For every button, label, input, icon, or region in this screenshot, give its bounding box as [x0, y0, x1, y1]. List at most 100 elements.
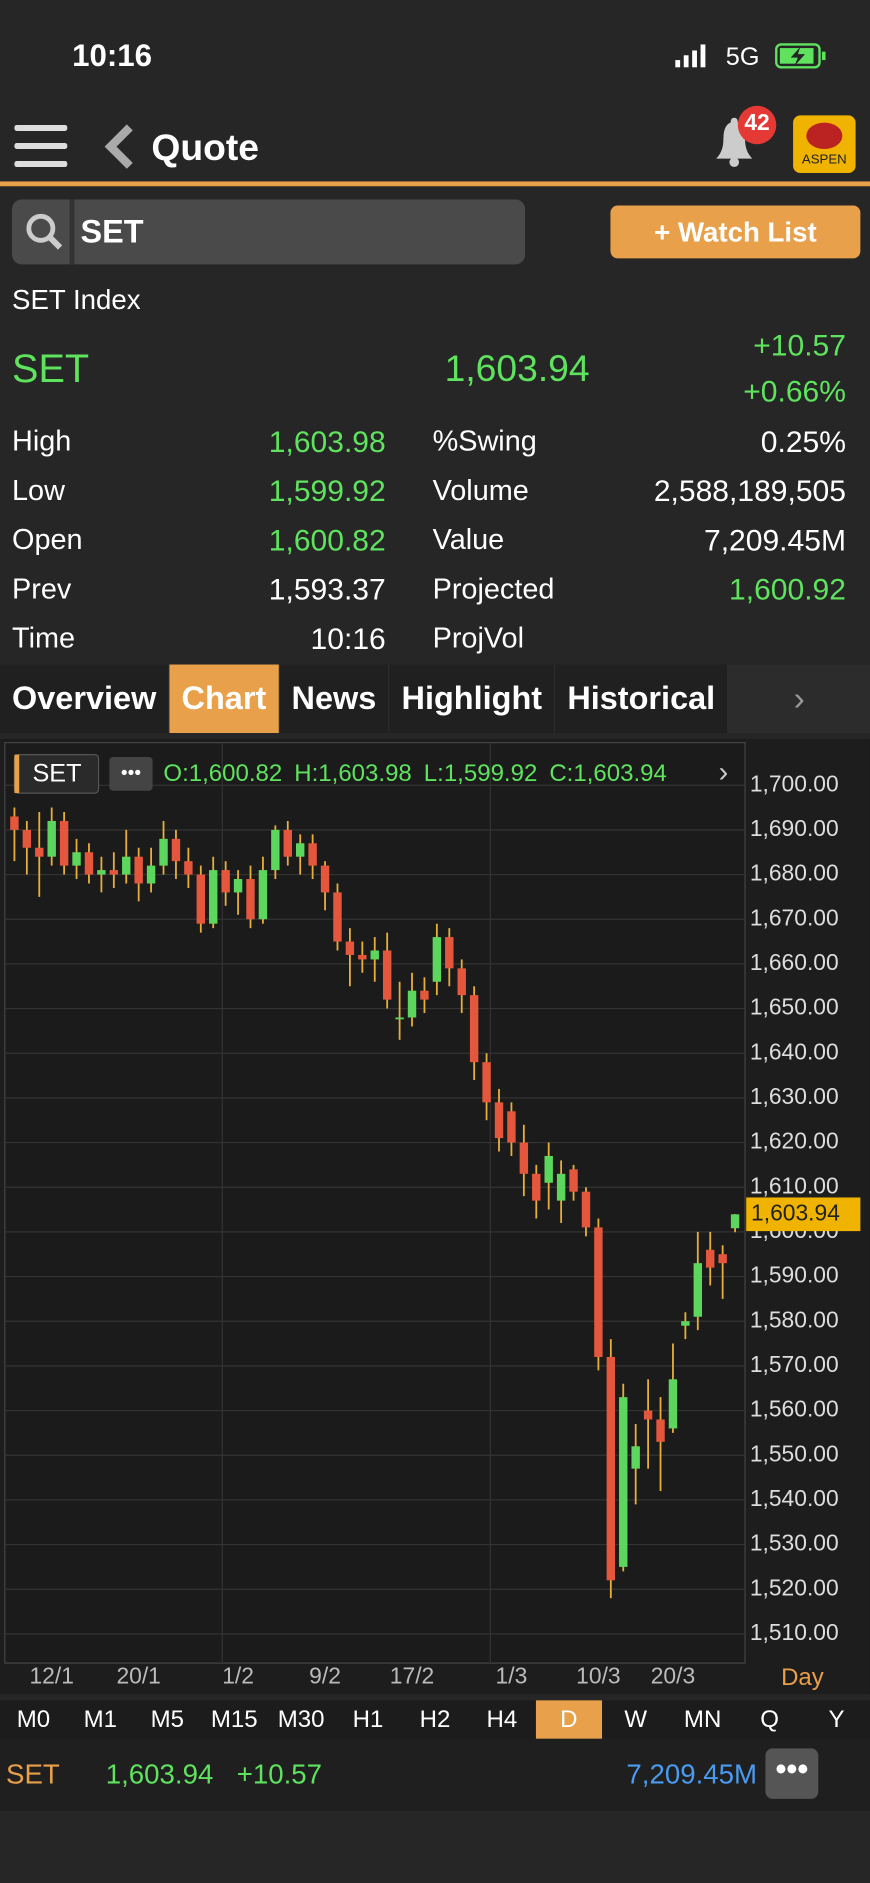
y-tick-label: 1,550.00 [750, 1440, 839, 1466]
bell[interactable] [707, 103, 791, 170]
nav-icons[interactable] [12, 120, 156, 173]
footer-symbol: SET [6, 1758, 60, 1790]
timeframe[interactable]: M15 [210, 1706, 258, 1733]
field-label: Open [12, 523, 83, 557]
tab[interactable]: Highlight [389, 664, 555, 734]
chart-symbol: SET [32, 760, 81, 788]
candle-body [445, 937, 454, 969]
candle-body [358, 954, 367, 960]
candle-body [134, 856, 143, 884]
clock: 10:16 [72, 37, 153, 74]
last-price-tag [746, 1197, 861, 1232]
candle-body [196, 874, 206, 924]
candle-body [221, 870, 230, 893]
candle-body [233, 879, 243, 893]
candle-body [507, 1111, 516, 1143]
timeframe[interactable]: H4 [486, 1706, 518, 1733]
y-tick-label: 1,700.00 [750, 770, 839, 796]
candle-body [681, 1321, 690, 1326]
logo[interactable]: ASPEN [793, 115, 856, 174]
candle-body [594, 1227, 603, 1357]
field-value: 1,599.92 [268, 474, 386, 509]
candle-body [10, 816, 19, 830]
candle-body [482, 1062, 491, 1103]
plot [4, 784, 746, 1635]
candle-body [706, 1249, 715, 1268]
more-button[interactable]: ••• [765, 1748, 819, 1799]
tab-arrow[interactable]: › [728, 664, 870, 734]
candle-body [556, 1173, 566, 1201]
tab[interactable]: Overview [0, 664, 169, 734]
search-box[interactable]: SET [12, 199, 526, 265]
candle-body [209, 870, 218, 924]
field-value: 7,209.45M [704, 523, 846, 558]
y-tick-label: 1,560.00 [750, 1396, 839, 1422]
field-value: 10:16 [310, 622, 386, 657]
ohlc-item: H:1,603.98 [294, 760, 412, 787]
candle-body [283, 829, 292, 857]
candle-body [544, 1155, 553, 1183]
watchlist-button[interactable]: + Watch List [610, 205, 861, 259]
candle-body [271, 829, 280, 871]
candle-body [35, 847, 44, 857]
field-value: 1,593.37 [268, 573, 386, 607]
x-tick-label: 20/1 [116, 1663, 160, 1689]
candle-body [159, 838, 168, 866]
field-value: 1,600.82 [268, 523, 386, 558]
timeframe[interactable]: M5 [150, 1706, 184, 1733]
candle-body [97, 870, 106, 875]
footer-value: 7,209.45M [626, 1758, 758, 1790]
timeframe[interactable]: MN [683, 1706, 722, 1733]
candle-body [631, 1446, 640, 1469]
y-tick-label: 1,630.00 [750, 1083, 839, 1109]
candle-body [345, 941, 355, 955]
candle-body [693, 1263, 703, 1317]
candle-body [668, 1379, 678, 1429]
timeframe[interactable]: Q [760, 1706, 779, 1733]
timeframe[interactable]: D [535, 1700, 603, 1739]
field-label: Prev [12, 573, 72, 606]
field-value: 2,588,189,505 [653, 474, 846, 509]
candle-body [469, 995, 479, 1063]
timeframe[interactable]: Y [828, 1706, 845, 1733]
divider [0, 181, 870, 187]
search-text: SET [80, 213, 144, 250]
timeframe[interactable]: H1 [352, 1706, 384, 1733]
logo-text: ASPEN [801, 152, 847, 168]
footer-last: 1,603.94 [105, 1758, 214, 1790]
quote-change: +10.57 [753, 329, 846, 363]
candle-body [184, 861, 193, 875]
timeframe[interactable]: W [624, 1706, 648, 1733]
ohlc-item: C:1,603.94 [549, 760, 666, 787]
y-tick-label: 1,660.00 [750, 949, 839, 975]
candle-body [432, 937, 442, 982]
x-tick-label: 17/2 [390, 1663, 434, 1689]
timeframe[interactable]: M30 [277, 1706, 325, 1733]
field-value: 1,603.98 [268, 425, 386, 460]
x-tick-label: 20/3 [651, 1663, 695, 1689]
timeframe[interactable]: M0 [16, 1706, 51, 1733]
timeframe[interactable]: M1 [83, 1706, 118, 1733]
candle-body [606, 1356, 616, 1581]
field-label: Projected [432, 573, 555, 606]
ohlc-item: L:1,599.92 [424, 760, 538, 787]
field-label: Value [432, 523, 505, 557]
field-label: ProjVol [432, 622, 524, 655]
tab[interactable]: Chart [169, 664, 279, 734]
candle-body [295, 843, 305, 857]
candle-body [457, 968, 466, 996]
field-value: 0.25% [760, 425, 846, 460]
candle-body [171, 838, 181, 862]
candle-body [494, 1102, 504, 1139]
network: 5G [725, 43, 760, 71]
tab[interactable]: Historical [555, 664, 728, 734]
timeframe[interactable]: H2 [419, 1706, 451, 1733]
candle-body [333, 892, 342, 942]
tab[interactable]: News [279, 664, 389, 734]
candle-body [718, 1254, 727, 1264]
y-tick-label: 1,520.00 [750, 1574, 839, 1600]
footer: SET 1,603.94 +10.57 7,209.45M ••• [0, 1738, 870, 1811]
candle-body [581, 1191, 591, 1228]
x-tick-label: 10/3 [576, 1663, 620, 1689]
